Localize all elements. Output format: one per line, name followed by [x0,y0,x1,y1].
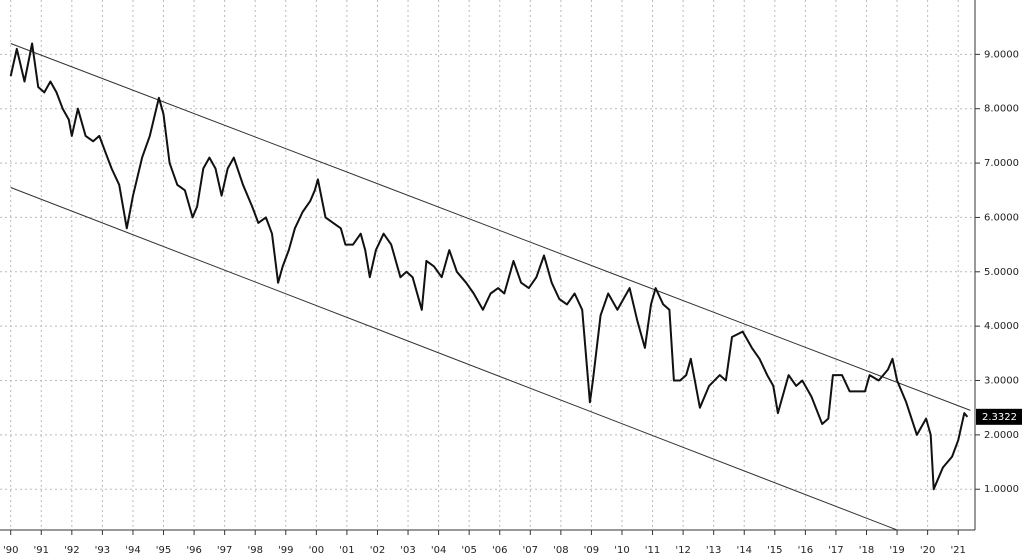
y-tick-label: 2.0000 [984,430,1019,441]
trend-line [10,43,971,411]
last-value-box [976,408,1022,425]
y-tick-label: 4.0000 [984,321,1019,332]
x-tick-label: '94 [125,545,140,556]
x-tick-label: '08 [553,545,568,556]
x-tick-label: '13 [706,545,721,556]
x-tick-label: '92 [64,545,79,556]
x-tick-label: '97 [217,545,232,556]
x-tick-label: '09 [584,545,599,556]
x-tick-label: '18 [859,545,874,556]
y-tick-label: 1.0000 [984,484,1019,495]
y-tick-label: 3.0000 [984,376,1019,387]
x-tick-label: '21 [950,545,965,556]
x-tick-label: '12 [675,545,690,556]
x-tick-label: '06 [492,545,507,556]
x-tick-label: '07 [523,545,538,556]
x-tick-label: '11 [645,545,660,556]
x-tick-label: '90 [3,545,18,556]
x-tick-label: '02 [370,545,385,556]
x-tick-label: '17 [828,545,843,556]
x-tick-label: '10 [614,545,629,556]
y-tick-label: 9.0000 [984,49,1019,60]
x-tick-label: '03 [400,545,415,556]
y-tick-label: 7.0000 [984,158,1019,169]
x-tick-label: '14 [736,545,751,556]
line-series [9,42,969,491]
x-tick-label: '91 [34,545,49,556]
last-value-label: 2.3322 [982,412,1017,423]
x-tick-label: '05 [461,545,476,556]
x-tick-label: '96 [186,545,201,556]
x-tick-label: '93 [95,545,110,556]
y-tick-label: 5.0000 [984,267,1019,278]
x-tick-label: '00 [309,545,324,556]
x-tick-label: '99 [278,545,293,556]
x-tick-label: '98 [247,545,262,556]
x-tick-label: '16 [798,545,813,556]
x-tick-label: '04 [431,545,446,556]
x-tick-label: '19 [889,545,904,556]
x-tick-label: '01 [339,545,354,556]
trend-line [10,187,898,531]
y-tick-label: 8.0000 [984,104,1019,115]
y-tick-label: 6.0000 [984,212,1019,223]
x-tick-label: '20 [920,545,935,556]
x-tick-label: '95 [156,545,171,556]
x-tick-label: '15 [767,545,782,556]
